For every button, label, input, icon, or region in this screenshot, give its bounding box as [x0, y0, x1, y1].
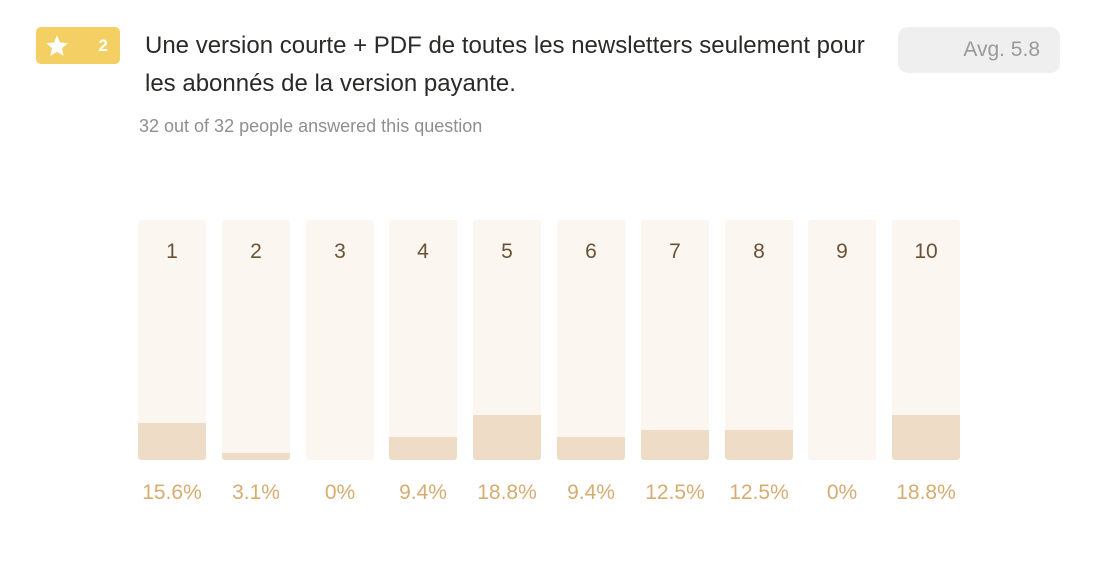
value-label-4: 9.4%	[399, 481, 447, 504]
category-label-10: 10	[914, 240, 938, 263]
value-label-2: 3.1%	[232, 481, 280, 504]
value-label-3: 0%	[324, 481, 356, 504]
bar-track-2	[222, 220, 290, 460]
bar-track-1	[138, 220, 206, 460]
bar-track-4	[389, 220, 457, 460]
value-label-7: 12.5%	[645, 481, 705, 504]
bar-6	[557, 437, 625, 460]
bar-1	[138, 422, 206, 460]
bar-track-7	[641, 220, 709, 460]
value-label-5: 18.8%	[477, 481, 537, 504]
category-label-7: 7	[669, 240, 681, 263]
bar-2	[222, 452, 290, 460]
category-label-4: 4	[417, 240, 429, 263]
question-title: Une version courte + PDF de toutes les n…	[145, 32, 865, 97]
value-label-1: 15.6%	[142, 481, 202, 504]
answered-count: 32 out of 32 people answered this questi…	[139, 116, 483, 136]
category-label-8: 8	[753, 240, 765, 263]
average-badge: Avg. 5.8	[898, 27, 1060, 73]
bar-10	[892, 414, 960, 460]
bar-track-8	[725, 220, 793, 460]
value-label-10: 18.8%	[896, 481, 956, 504]
bar-track-10	[892, 220, 960, 460]
category-label-1: 1	[166, 240, 178, 263]
category-label-5: 5	[501, 240, 513, 263]
question-number: 2	[98, 36, 108, 55]
value-label-9: 0%	[826, 481, 858, 504]
bar-track-6	[557, 220, 625, 460]
category-label-3: 3	[334, 240, 346, 263]
rating-question-badge: 2	[36, 27, 120, 64]
bar-7	[641, 430, 709, 460]
category-label-6: 6	[585, 240, 597, 263]
category-label-9: 9	[836, 240, 848, 263]
value-label-6: 9.4%	[567, 481, 615, 504]
bar-4	[389, 437, 457, 460]
bar-5	[473, 414, 541, 460]
bar-8	[725, 430, 793, 460]
bar-track-3	[306, 220, 374, 460]
value-label-8: 12.5%	[729, 481, 789, 504]
bar-track-9	[808, 220, 876, 460]
category-label-2: 2	[250, 240, 262, 263]
bar-track-5	[473, 220, 541, 460]
star-icon	[46, 35, 68, 56]
